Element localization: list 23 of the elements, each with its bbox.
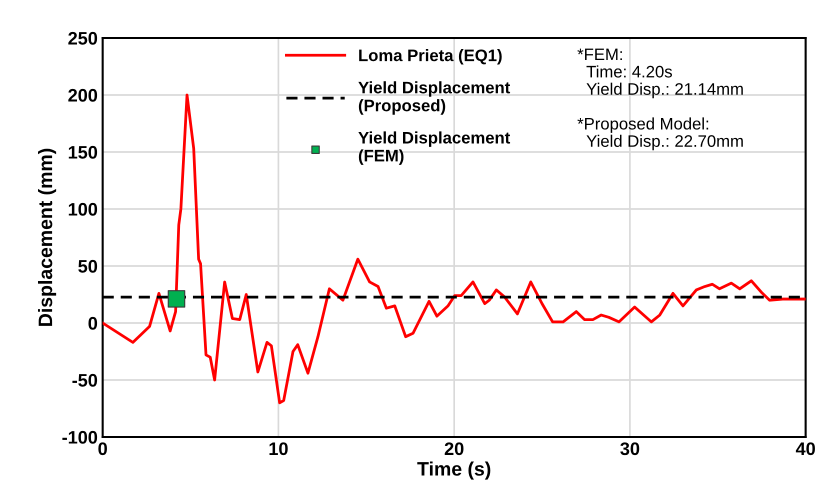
x-axis-title: Time (s) bbox=[417, 461, 490, 480]
legend-label: Yield Displacement (FEM) bbox=[358, 131, 510, 165]
y-tick-label: 250 bbox=[68, 32, 98, 45]
annotation: Yield Disp.: 21.14mm bbox=[586, 82, 743, 98]
legend-label: Yield Displacement (Proposed) bbox=[358, 81, 510, 115]
annotation: Yield Disp.: 22.70mm bbox=[586, 134, 743, 150]
annotation: Time: 4.20s bbox=[586, 65, 672, 78]
y-tick-label: -100 bbox=[62, 430, 98, 444]
x-tick-label: 40 bbox=[796, 442, 815, 456]
y-tick-label: 100 bbox=[68, 202, 98, 216]
y-tick-label: 50 bbox=[78, 260, 98, 273]
annotation: *FEM: bbox=[577, 48, 622, 60]
x-tick-label: 10 bbox=[270, 442, 288, 456]
y-tick-label: 200 bbox=[68, 88, 98, 102]
y-axis-title: Displacement (mm) bbox=[38, 148, 56, 326]
y-tick-label: 0 bbox=[88, 316, 98, 330]
x-tick-label: 20 bbox=[444, 442, 464, 456]
annotation: *Proposed Model: bbox=[577, 117, 708, 133]
x-tick-label: 0 bbox=[98, 442, 107, 456]
legend-label: Loma Prieta (EQ1) bbox=[359, 49, 502, 65]
y-tick-label: -50 bbox=[72, 374, 98, 387]
y-tick-label: 150 bbox=[68, 146, 98, 159]
x-tick-label: 30 bbox=[620, 442, 640, 456]
